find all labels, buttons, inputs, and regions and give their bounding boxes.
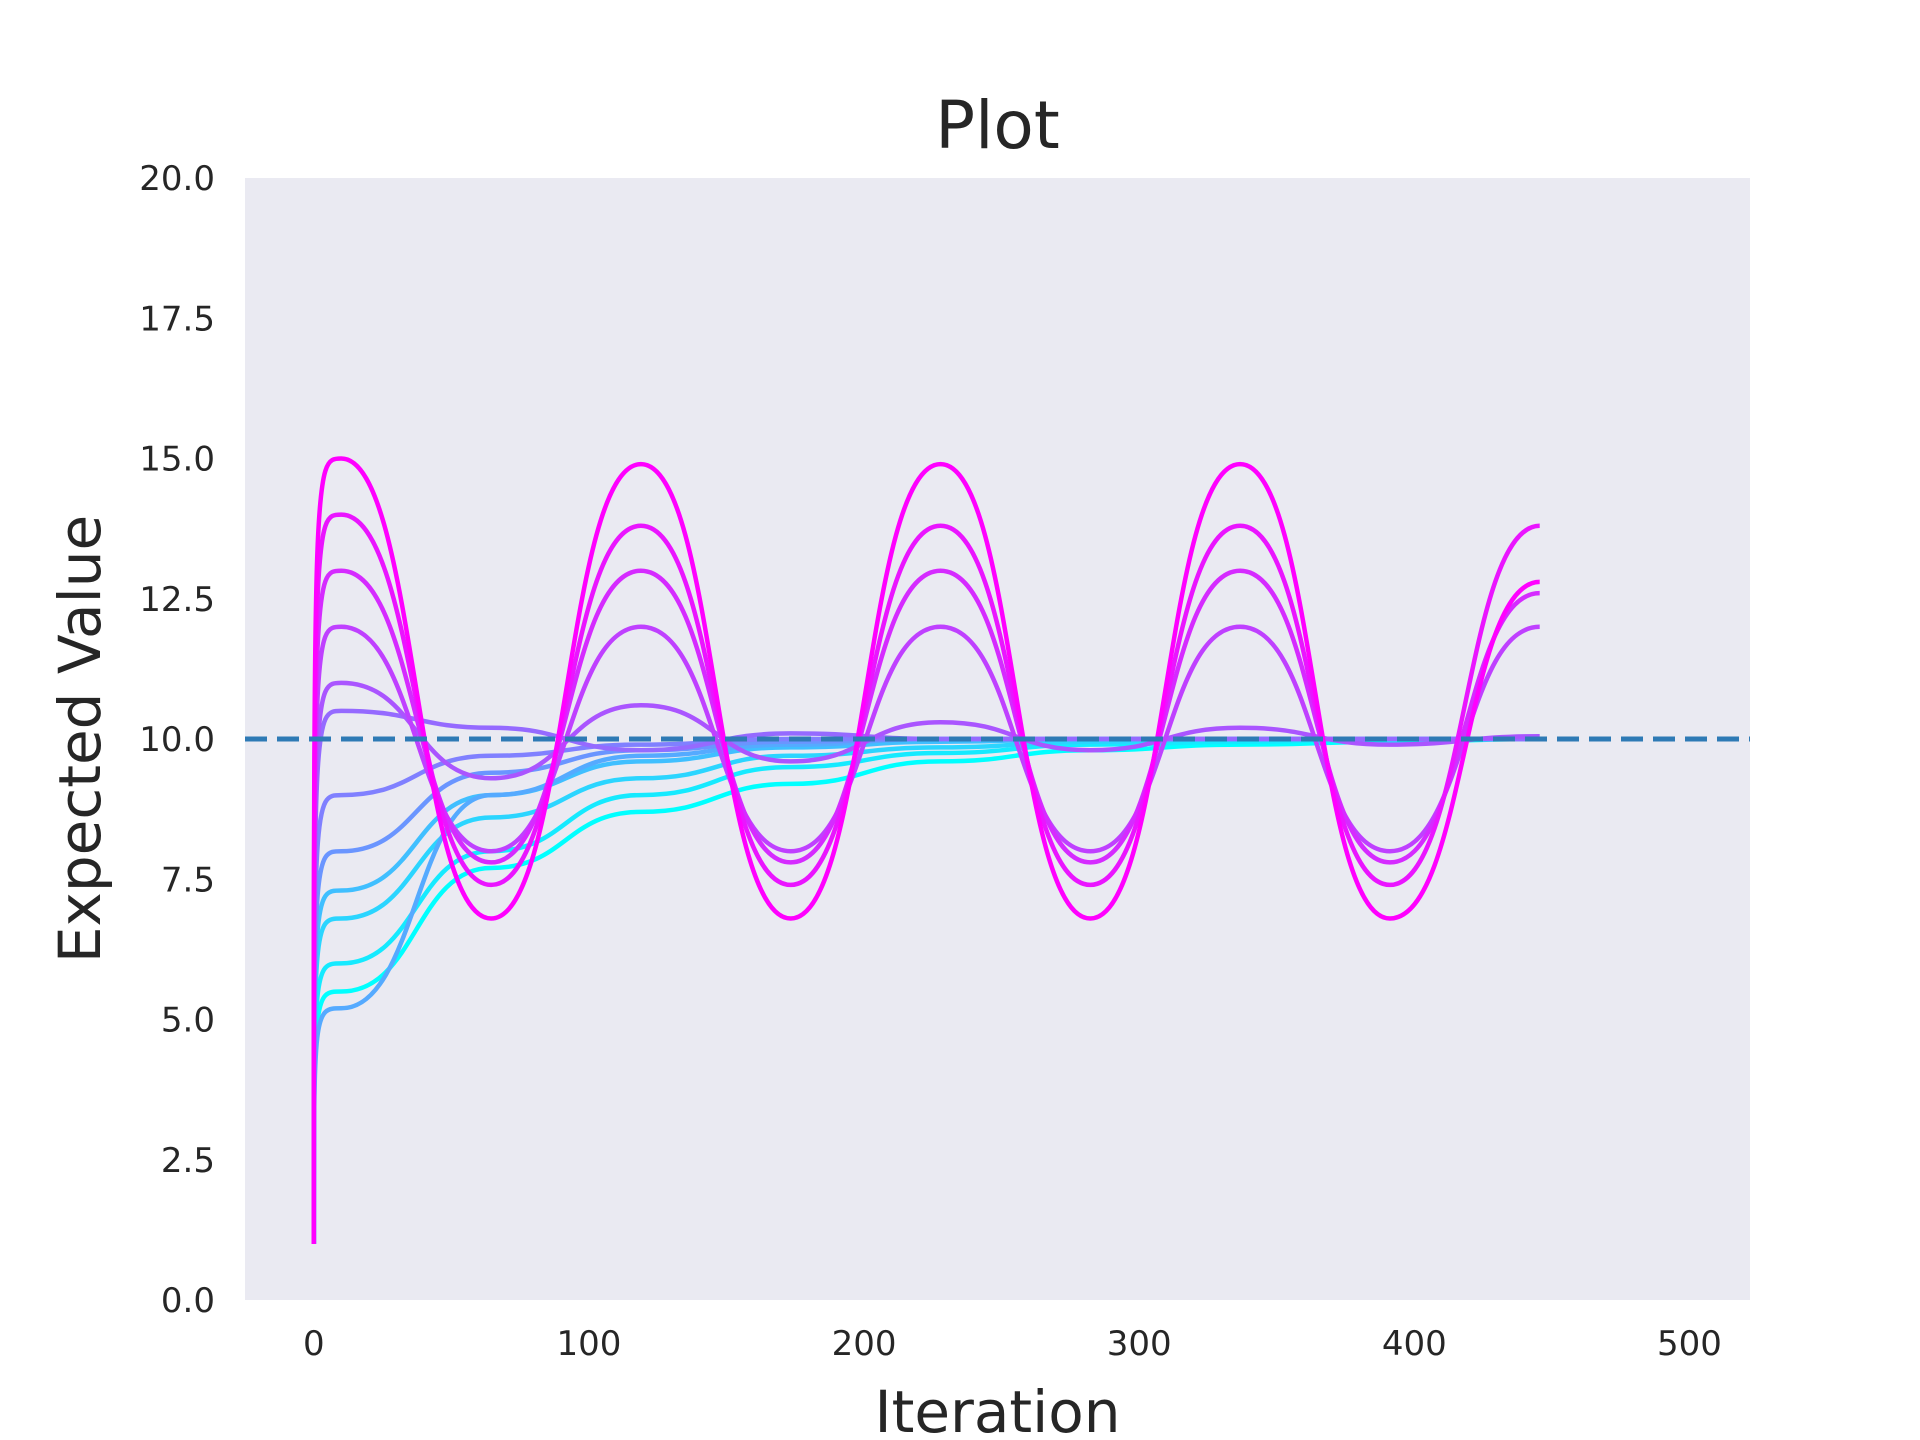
x-tick-label: 500 xyxy=(1657,1324,1722,1364)
x-tick-labels: 0 100 200 300 400 500 xyxy=(303,1324,1722,1364)
series-line xyxy=(311,708,1540,1244)
y-tick-label: 15.0 xyxy=(139,440,215,480)
y-tick-label: 5.0 xyxy=(161,1001,215,1041)
x-axis-label: Iteration xyxy=(874,1378,1120,1440)
y-tick-labels: 0.0 2.5 5.0 7.5 10.0 12.5 15.0 17.5 20.0 xyxy=(139,159,215,1321)
y-tick-label: 7.5 xyxy=(161,860,215,900)
series-line xyxy=(311,456,1540,1244)
y-tick-label: 20.0 xyxy=(139,159,215,199)
y-axis-label: Expected Value xyxy=(46,515,114,963)
x-tick-label: 100 xyxy=(556,1324,621,1364)
chart-title: Plot xyxy=(935,87,1059,164)
x-tick-label: 400 xyxy=(1382,1324,1447,1364)
x-tick-label: 200 xyxy=(832,1324,897,1364)
series-line xyxy=(311,680,1540,1244)
y-tick-label: 0.0 xyxy=(161,1281,215,1321)
x-tick-label: 300 xyxy=(1107,1324,1172,1364)
y-tick-label: 17.5 xyxy=(139,299,215,339)
y-tick-label: 2.5 xyxy=(161,1141,215,1181)
x-tick-label: 0 xyxy=(303,1324,325,1364)
y-tick-label: 12.5 xyxy=(139,580,215,620)
series-layer xyxy=(311,456,1540,1244)
y-tick-label: 10.0 xyxy=(139,720,215,760)
